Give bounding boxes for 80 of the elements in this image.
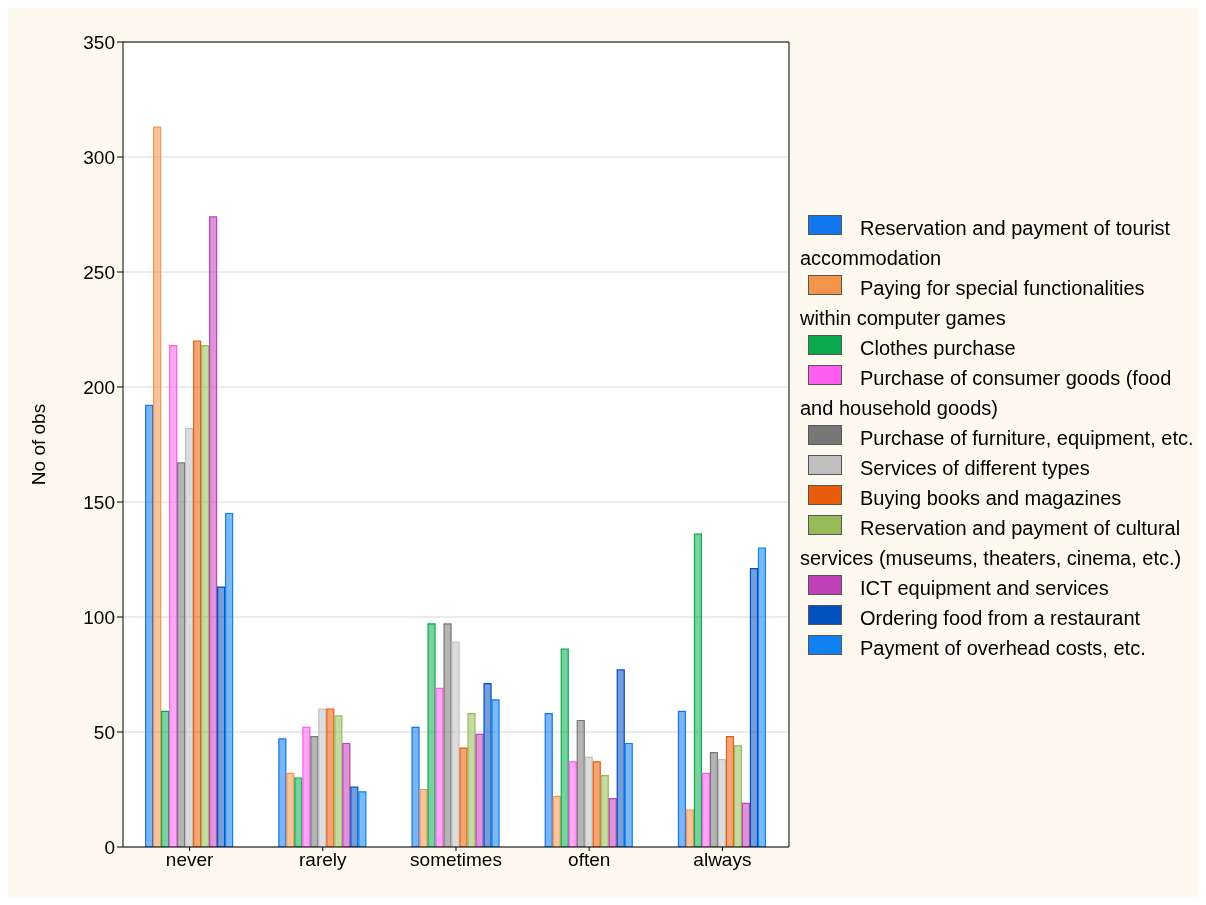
bar xyxy=(342,742,351,847)
bar xyxy=(326,708,335,847)
bar xyxy=(161,710,170,847)
legend-label: ICT equipment and services xyxy=(860,577,1109,599)
legend-label: Purchase of consumer goods (food and household goods) xyxy=(800,367,1172,419)
bar xyxy=(741,802,751,847)
legend-label: Buying books and magazines xyxy=(860,487,1122,509)
y-tick-label: 200 xyxy=(83,376,115,398)
bar xyxy=(334,715,343,847)
bar xyxy=(443,623,452,847)
legend-label: Clothes purchase xyxy=(860,337,1016,359)
y-tick-label: 250 xyxy=(83,261,115,283)
bar xyxy=(217,586,226,847)
bar xyxy=(209,216,218,847)
bar xyxy=(318,708,327,847)
bar xyxy=(709,752,719,847)
y-tick-label: 300 xyxy=(83,146,115,168)
legend-label: Paying for special functionalities within computer games xyxy=(800,277,1145,329)
bar xyxy=(419,788,428,847)
y-tick-label: 0 xyxy=(104,836,115,858)
bar xyxy=(616,669,625,847)
bar xyxy=(624,742,633,847)
bar xyxy=(475,733,484,847)
bar xyxy=(717,759,727,847)
bar xyxy=(592,761,601,847)
bar xyxy=(693,533,703,847)
bar xyxy=(733,745,743,847)
x-tick-label: rarely xyxy=(299,849,348,871)
x-tick-label: never xyxy=(165,849,215,871)
bar xyxy=(757,547,767,847)
bar xyxy=(358,791,367,847)
y-tick-label: 50 xyxy=(93,721,115,743)
bar xyxy=(310,736,319,847)
bar xyxy=(294,777,303,847)
bar xyxy=(491,699,500,847)
legend-label: Reservation and payment of cultural services (museums, theaters, cinema, etc.) xyxy=(800,517,1182,569)
legend-label: Services of different types xyxy=(860,457,1090,479)
bar xyxy=(584,756,593,847)
legend-label: Payment of overhead costs, etc. xyxy=(860,637,1146,659)
bar xyxy=(552,795,561,847)
bar xyxy=(411,726,420,847)
y-axis-title: No of obs xyxy=(27,403,49,486)
legend-label: Purchase of furniture, equipment, etc. xyxy=(860,427,1194,449)
bar xyxy=(177,462,186,847)
x-tick-label: often xyxy=(568,849,611,871)
bar xyxy=(685,809,695,847)
y-tick-label: 100 xyxy=(83,606,115,628)
bar xyxy=(483,683,492,847)
bar xyxy=(278,738,287,847)
bar xyxy=(145,404,154,847)
bar xyxy=(286,772,295,847)
y-tick-label: 150 xyxy=(83,491,115,513)
bar xyxy=(608,798,617,847)
bar xyxy=(153,126,162,847)
bar xyxy=(201,345,210,847)
bar xyxy=(350,786,359,847)
bar xyxy=(193,340,202,847)
bar xyxy=(225,512,234,847)
legend-label: Ordering food from a restaurant xyxy=(860,607,1141,629)
x-tick-label: sometimes xyxy=(410,849,502,871)
bar xyxy=(560,648,569,847)
bar xyxy=(435,687,444,847)
bar xyxy=(467,713,476,847)
bar xyxy=(169,345,178,847)
bar xyxy=(600,775,609,847)
bar xyxy=(544,713,553,847)
bar xyxy=(749,568,759,847)
legend-label: Reservation and payment of tourist accommodation xyxy=(800,217,1171,269)
x-tick-label: always xyxy=(693,849,752,871)
bar xyxy=(459,747,468,847)
bar xyxy=(576,719,585,847)
bar xyxy=(427,623,436,847)
y-tick-label: 350 xyxy=(83,31,115,53)
bar xyxy=(725,736,735,847)
bar xyxy=(451,641,460,847)
bar xyxy=(568,761,577,847)
bar xyxy=(185,427,194,847)
bar xyxy=(302,726,311,847)
bar xyxy=(701,772,711,847)
bar xyxy=(677,710,687,847)
